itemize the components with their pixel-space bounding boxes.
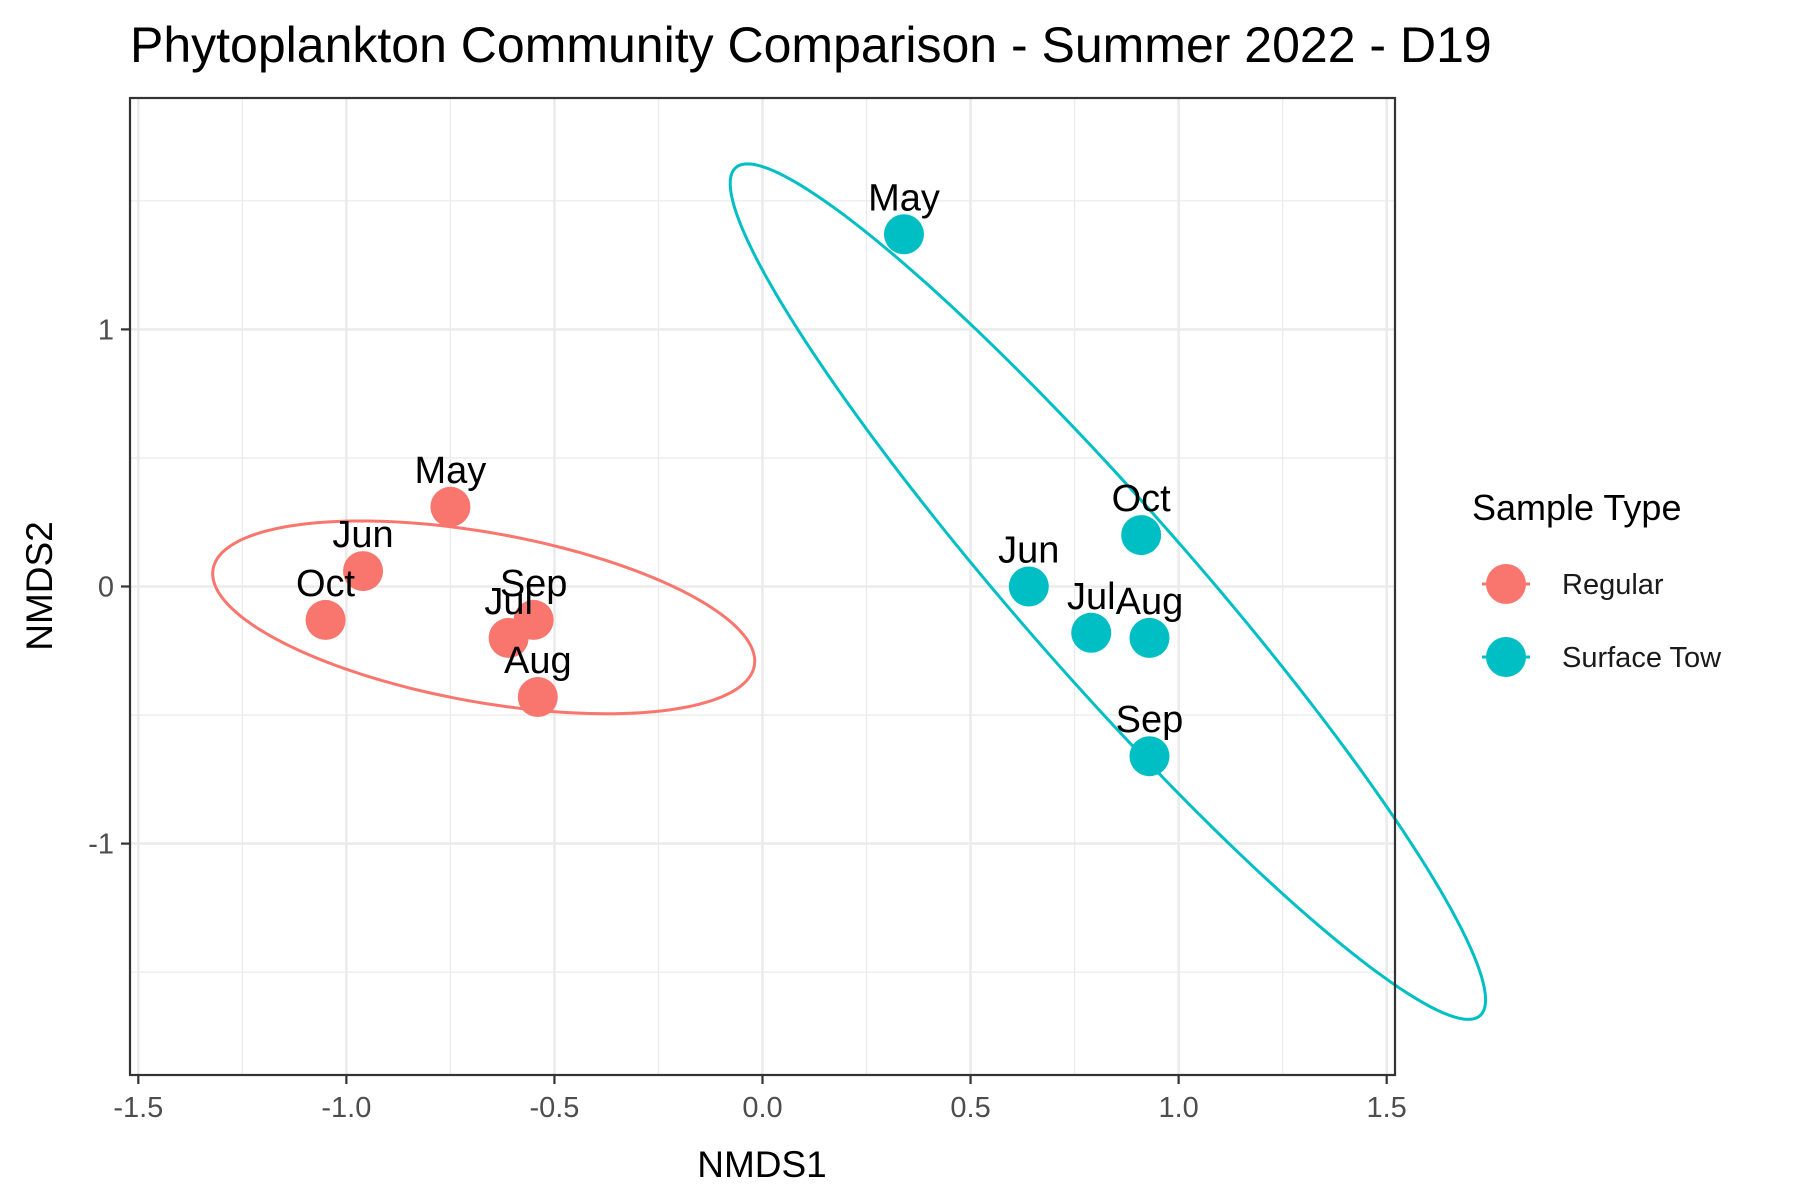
x-tick-label: 1.5 xyxy=(1367,1092,1407,1124)
point-regular-aug xyxy=(517,677,558,718)
y-tick-label: -1 xyxy=(88,829,114,861)
x-tick-label: -1.5 xyxy=(113,1092,163,1124)
point-surface-tow-may xyxy=(883,214,924,255)
legend-items: Regular Surface Tow xyxy=(1482,564,1722,677)
x-tick-label: 1.0 xyxy=(1158,1092,1198,1124)
x-tick-label: 0.5 xyxy=(950,1092,990,1124)
x-axis: -1.5 -1.0 -0.5 0.0 0.5 1.0 1.5 xyxy=(113,1075,1407,1124)
legend-label-surface-tow: Surface Tow xyxy=(1562,642,1722,674)
x-tick-label: -1.0 xyxy=(321,1092,371,1124)
point-label-regular-jul: Jul xyxy=(484,581,533,623)
chart-title: Phytoplankton Community Comparison - Sum… xyxy=(130,17,1492,73)
ellipse-regular xyxy=(211,519,757,716)
point-label-surface-tow-jun: Jun xyxy=(998,530,1059,572)
point-regular-oct xyxy=(305,599,346,640)
point-surface-tow-aug xyxy=(1129,617,1170,658)
x-axis-title: NMDS1 xyxy=(697,1144,827,1185)
y-tick-label: 0 xyxy=(98,572,114,604)
point-label-regular-may: May xyxy=(415,450,487,492)
point-label-surface-tow-jul: Jul xyxy=(1067,576,1116,618)
point-label-regular-sep: Sep xyxy=(500,563,568,605)
legend-title: Sample Type xyxy=(1472,487,1681,528)
data-points xyxy=(305,214,1170,777)
point-label-regular-aug: Aug xyxy=(504,640,572,682)
x-tick-label: 0.0 xyxy=(742,1092,782,1124)
y-tick-label: 1 xyxy=(98,314,114,346)
y-axis-title: NMDS2 xyxy=(19,521,60,651)
legend-key-surface-tow xyxy=(1482,637,1530,677)
major-gridlines xyxy=(130,98,1395,1075)
legend-key-regular xyxy=(1482,564,1530,604)
point-label-surface-tow-aug: Aug xyxy=(1116,581,1184,623)
x-tick-label: -0.5 xyxy=(529,1092,579,1124)
ellipse-surface-tow xyxy=(728,162,1488,1021)
point-label-regular-jun: Jun xyxy=(332,514,393,556)
point-surface-tow-jul xyxy=(1071,612,1112,653)
point-regular-sep xyxy=(513,599,554,640)
point-label-surface-tow-may: May xyxy=(868,177,940,219)
point-surface-tow-sep xyxy=(1129,736,1170,777)
legend-label-regular: Regular xyxy=(1562,569,1664,601)
point-label-surface-tow-oct: Oct xyxy=(1112,478,1172,520)
point-label-surface-tow-sep: Sep xyxy=(1116,699,1184,741)
y-axis: -1 0 1 xyxy=(88,314,130,861)
legend: Sample Type Regular Surface Tow xyxy=(1472,487,1722,677)
point-regular-jun xyxy=(343,551,384,592)
point-regular-may xyxy=(430,486,471,527)
confidence-ellipses xyxy=(211,162,1488,1021)
point-surface-tow-jun xyxy=(1008,566,1049,607)
point-surface-tow-oct xyxy=(1121,515,1162,556)
point-label-regular-oct: Oct xyxy=(296,563,356,605)
